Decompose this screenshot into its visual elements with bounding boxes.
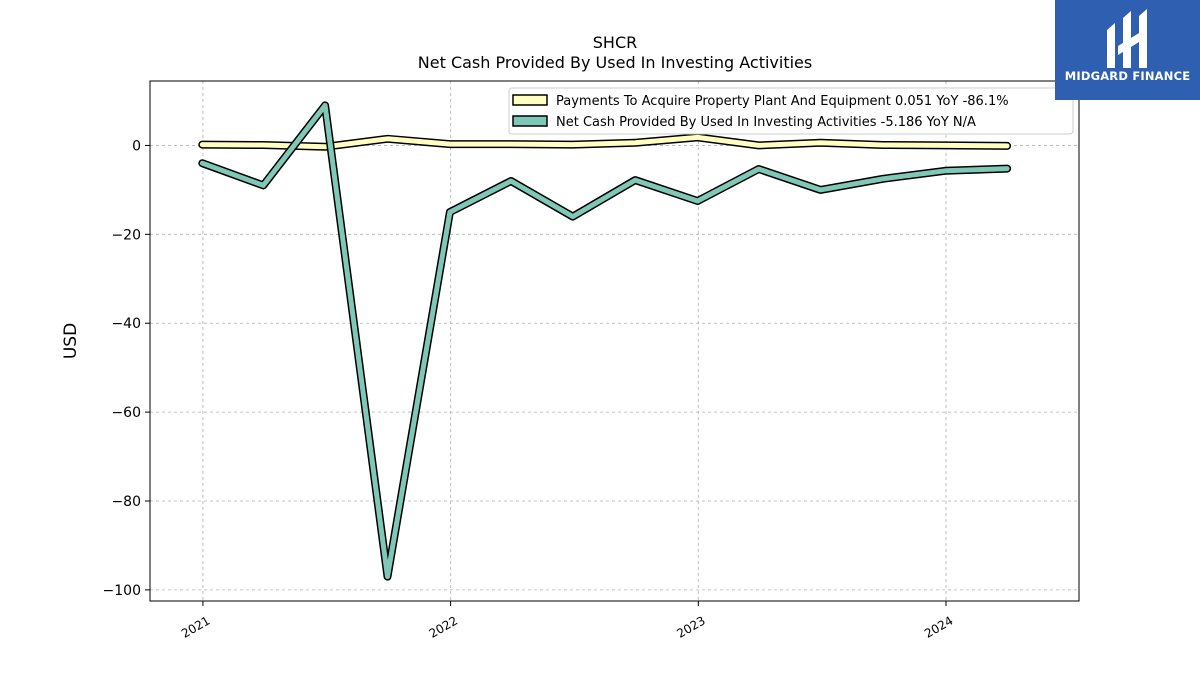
- series-layer: [198, 101, 1012, 581]
- chart-subtitle: Net Cash Provided By Used In Investing A…: [418, 53, 812, 72]
- x-tick-label: 2024: [922, 613, 955, 640]
- plot-frame: [149, 80, 1080, 602]
- y-tick-label: −80: [111, 494, 141, 510]
- chart-title: SHCR: [593, 33, 637, 52]
- legend-swatch-payments: [512, 94, 548, 106]
- x-tick-label: 2021: [179, 613, 212, 640]
- y-axis-label: USD: [61, 323, 81, 359]
- grid-lines: [150, 81, 1079, 601]
- series-line-payments: [199, 134, 1010, 150]
- midgard-logo-icon: [1107, 9, 1147, 68]
- axis-ticks: 0 −20 −40 −60 −80 −100 2021 2022 2023 2024: [103, 138, 956, 640]
- legend-entry-net-cash: Net Cash Provided By Used In Investing A…: [556, 115, 976, 130]
- legend-box: [508, 87, 1074, 135]
- y-tick-label: −60: [111, 405, 141, 421]
- y-tick-label: 0: [132, 138, 141, 154]
- legend-swatch-net-cash: [512, 115, 548, 127]
- midgard-finance-logo: MIDGARD FINANCE: [1055, 0, 1200, 100]
- y-tick-label: −40: [111, 316, 141, 332]
- y-tick-label: −20: [111, 227, 141, 243]
- legend-entry-payments: Payments To Acquire Property Plant And E…: [556, 94, 1009, 109]
- y-tick-label: −100: [103, 583, 141, 599]
- x-tick-label: 2022: [427, 613, 460, 640]
- legend: Payments To Acquire Property Plant And E…: [508, 87, 1074, 135]
- series-line-net-cash: [199, 102, 1010, 580]
- x-tick-label: 2023: [674, 613, 707, 640]
- logo-text: MIDGARD FINANCE: [1064, 69, 1191, 83]
